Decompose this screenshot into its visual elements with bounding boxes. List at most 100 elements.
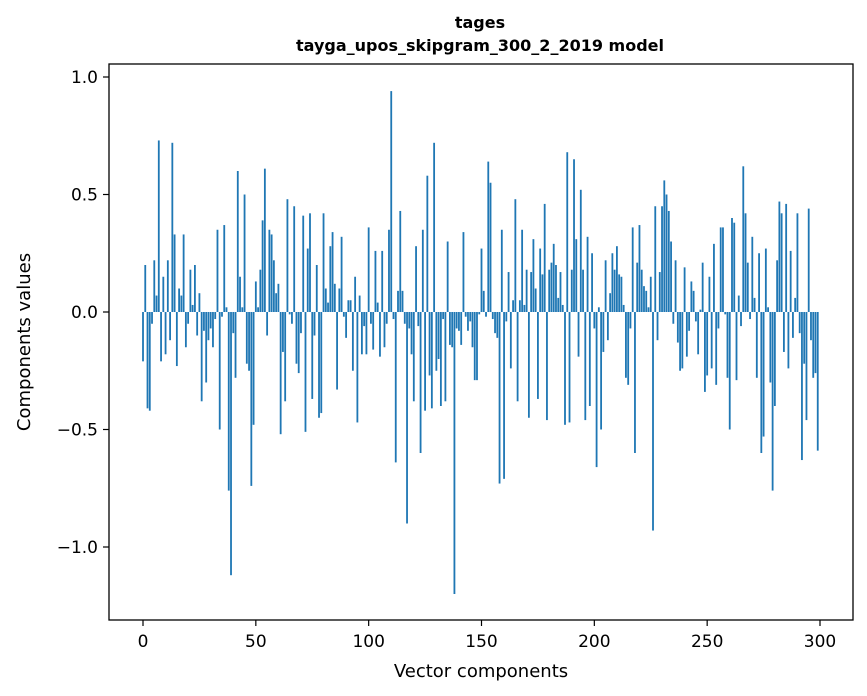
bar-242	[688, 312, 691, 331]
bar-253	[713, 243, 715, 312]
bar-247	[699, 309, 702, 312]
bar-11	[166, 260, 169, 312]
bar-137	[451, 312, 454, 348]
bar-115	[401, 290, 404, 312]
bar-183	[555, 265, 557, 312]
bar-155	[491, 312, 494, 320]
bar-19	[184, 312, 187, 348]
bar-91	[347, 300, 350, 312]
bar-202	[597, 307, 600, 312]
bar-107	[383, 312, 386, 348]
bar-269	[749, 312, 751, 320]
bar-130	[435, 312, 438, 371]
bar-52	[259, 269, 262, 312]
bar-221	[640, 269, 643, 312]
bar-250	[706, 312, 709, 376]
bar-263	[735, 312, 738, 381]
bar-159	[500, 229, 503, 312]
bar-145	[469, 312, 472, 322]
bar-80	[322, 213, 325, 312]
bar-60	[277, 283, 280, 312]
x-tick-label: 100	[352, 632, 384, 652]
bar-57	[270, 234, 273, 312]
y-axis-ticks: 1.0 0.5 0.0 −0.5 −1.0	[57, 68, 109, 558]
bar-266	[742, 166, 745, 312]
bar-112	[394, 312, 397, 463]
bar-43	[239, 276, 241, 312]
bar-163	[509, 312, 512, 369]
bar-153	[487, 161, 490, 312]
bar-179	[546, 312, 548, 421]
bar-223	[645, 290, 648, 312]
bar-82	[327, 302, 329, 312]
bar-181	[550, 262, 553, 312]
bar-282	[778, 201, 781, 312]
bar-31	[212, 312, 214, 348]
bar-120	[412, 312, 415, 402]
bar-154	[489, 182, 492, 312]
bar-261	[731, 218, 733, 312]
bar-29	[207, 312, 210, 341]
bar-205	[604, 260, 607, 312]
bar-228	[656, 312, 659, 341]
bar-56	[268, 229, 271, 312]
bar-171	[527, 312, 530, 418]
bar-45	[243, 194, 246, 312]
bar-26	[200, 312, 203, 402]
bar-298	[814, 312, 817, 374]
bar-204	[602, 312, 605, 352]
bar-143	[464, 312, 467, 317]
bar-283	[780, 213, 783, 312]
bar-206	[606, 312, 609, 341]
bar-76	[313, 312, 316, 336]
bar-218	[634, 312, 636, 453]
x-tick-label: 50	[245, 632, 267, 652]
bar-22	[191, 304, 194, 312]
bar-70	[300, 312, 302, 334]
bar-231	[663, 180, 666, 312]
bar-278	[769, 312, 772, 383]
y-tick-label: 1.0	[71, 68, 98, 88]
bar-243	[690, 281, 693, 312]
bar-188	[566, 152, 569, 312]
bar-35	[221, 312, 223, 317]
bar-144	[467, 312, 469, 331]
bar-55	[266, 312, 269, 336]
bar-93	[351, 312, 354, 371]
bar-33	[216, 229, 219, 312]
bar-245	[694, 312, 697, 322]
x-axis-ticks: 0 50 100 150 200 250 300	[138, 620, 836, 652]
bar-117	[406, 312, 408, 524]
bar-21	[189, 269, 192, 312]
bar-196	[584, 312, 587, 421]
bar-294	[805, 312, 808, 421]
bar-198	[588, 312, 591, 406]
bar-256	[719, 227, 722, 312]
bar-173	[532, 239, 535, 312]
bar-48	[250, 312, 253, 486]
bar-119	[410, 312, 413, 355]
bar-174	[534, 288, 537, 312]
bar-139	[455, 312, 458, 329]
bar-96	[358, 295, 361, 312]
bar-160	[503, 312, 505, 479]
bar-42	[236, 171, 239, 312]
bar-2	[146, 312, 149, 409]
bar-293	[803, 312, 806, 364]
bar-37	[225, 307, 228, 312]
bar-184	[557, 297, 560, 312]
bar-147	[473, 312, 476, 381]
bar-28	[205, 312, 208, 383]
bar-104	[376, 302, 379, 312]
bar-235	[672, 312, 675, 324]
bar-224	[647, 307, 650, 312]
bar-230	[661, 206, 663, 312]
bar-248	[701, 262, 704, 312]
bar-15	[175, 312, 178, 367]
bar-190	[570, 269, 573, 312]
bar-203	[600, 312, 603, 430]
bar-6	[155, 295, 158, 312]
bar-24	[196, 312, 199, 336]
bar-148	[476, 312, 478, 381]
